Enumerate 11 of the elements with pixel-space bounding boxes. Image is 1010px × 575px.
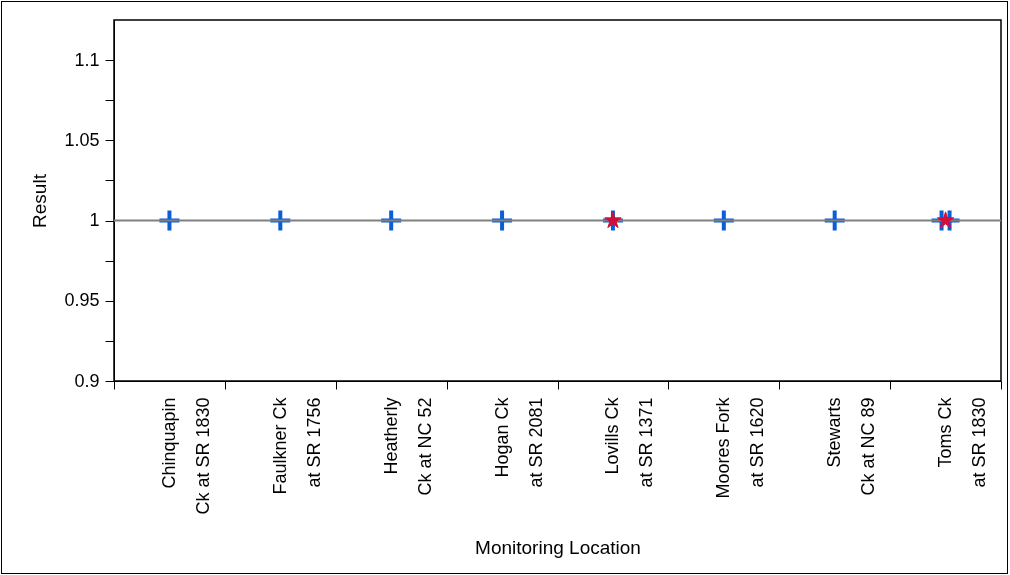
y-tick-label: 1.05 — [64, 129, 100, 150]
y-axis-title: Result — [29, 173, 51, 228]
y-tick-label: 0.95 — [64, 290, 100, 311]
y-tick-label: 1.1 — [74, 49, 100, 70]
x-axis-title: Monitoring Location — [475, 536, 641, 558]
y-tick-label: 1 — [89, 210, 100, 231]
x-tick-label: Chinquapin Ck at SR 1830 — [158, 397, 213, 515]
x-tick-label: Hogan Ck at SR 2081 — [491, 396, 546, 488]
x-tick-label: Faulkner Ck at SR 1756 — [269, 396, 324, 495]
x-tick-label: Toms Ck at SR 1830 — [935, 396, 990, 488]
y-tick-label: 0.9 — [74, 370, 100, 391]
